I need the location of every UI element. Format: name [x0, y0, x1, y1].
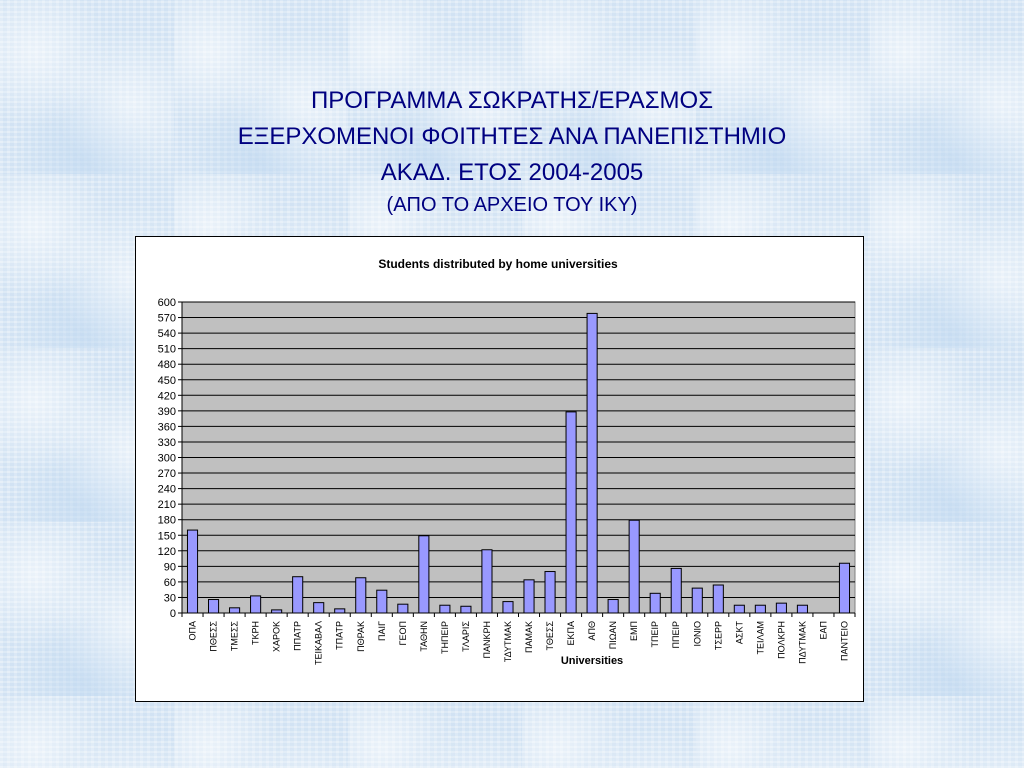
chart-title: Students distributed by home universitie… [378, 257, 618, 271]
y-tick-label: 600 [158, 297, 176, 309]
bar-2 [229, 607, 241, 614]
bar-8 [355, 577, 367, 614]
bar-1 [207, 599, 220, 614]
x-tick-label: ΑΣΚΤ [734, 621, 744, 645]
x-tick-label: ΠΑΜΑΚ [524, 621, 534, 653]
bar-24 [691, 587, 703, 614]
y-tick-label: 150 [158, 530, 176, 542]
title-line-1: ΠΡΟΓΡΑΜΜΑ ΣΩΚΡΑΤΗΣ/ΕΡΑΣΜΟΣ [310, 87, 714, 115]
chart-frame: Students distributed by home universitie… [135, 236, 864, 702]
x-tick-label: ΤΗΠΕΙΡ [440, 621, 450, 654]
bar-11 [418, 535, 430, 614]
x-tick-label: ΠΠΕΙΡ [671, 621, 681, 649]
bar-13 [460, 605, 472, 614]
bar-27 [754, 604, 766, 614]
x-tick-label: ΤΘΕΣΣ [545, 621, 555, 651]
bar-0 [186, 529, 199, 614]
x-tick-label: ΓΕΟΠ [398, 621, 408, 645]
bar-18 [565, 411, 577, 614]
x-tick-label: ΤΕΙΛΑΜ [755, 621, 765, 655]
bar-19 [586, 312, 598, 614]
y-tick-label: 360 [158, 421, 176, 433]
bar-22 [649, 592, 661, 614]
y-tick-label: 120 [158, 546, 176, 558]
x-tick-label: ΕΑΠ [818, 621, 828, 640]
bar-3 [250, 595, 262, 614]
bar-10 [397, 603, 409, 614]
slide-title: ΠΡΟΓΡΑΜΜΑ ΣΩΚΡΑΤΗΣ/ΕΡΑΣΜΟΣ ΕΞΕΡΧΟΜΕΝΟΙ Φ… [0, 83, 1024, 219]
bar-15 [502, 601, 514, 614]
x-axis-ticks: ΟΠΑ ΠΘΕΣΣ ΤΜΕΣΣ ΤΚΡΗ ΧΑΡΟΚ ΠΠΑΤΡ ΤΕΙΚΑΒΑΛ ΤΠΑΤΡ… [181, 613, 856, 665]
bar-14 [481, 549, 493, 614]
x-tick-label: ΤΔΥΤΜΑΚ [503, 621, 513, 662]
grid-lines [182, 301, 855, 598]
x-tick-label: ΠΑΝΚΡΗ [482, 621, 492, 659]
x-tick-label: ΠΘΡΑΚ [356, 621, 366, 652]
y-tick-label: 210 [158, 499, 176, 511]
title-line-4: (ΑΠΟ ΤΟ ΑΡΧΕΙΟ ΤΟΥ ΙΚΥ) [386, 194, 638, 217]
y-tick-label: 90 [164, 561, 176, 573]
y-tick-label: 0 [170, 608, 176, 620]
y-tick-label: 540 [158, 328, 176, 340]
y-tick-label: 570 [158, 313, 176, 325]
y-tick-label: 240 [158, 484, 176, 496]
title-line-2: ΕΞΕΡΧΟΜΕΝΟΙ ΦΟΙΤΗΤΕΣ ΑΝΑ ΠΑΝΕΠΙΣΤΗΜΙΟ [237, 123, 787, 151]
title-line-3: ΑΚΑΔ. ΕΤΟΣ 2004-2005 [380, 159, 644, 187]
y-tick-label: 510 [158, 344, 176, 356]
y-tick-label: 450 [158, 375, 176, 387]
x-tick-label: ΕΜΠ [629, 621, 639, 641]
y-tick-label: 330 [158, 437, 176, 449]
bar-6 [313, 602, 325, 614]
x-tick-label: ΟΠΑ [188, 621, 198, 641]
bar-17 [544, 571, 556, 614]
bar-9 [376, 589, 388, 614]
x-tick-label: ΧΑΡΟΚ [272, 621, 282, 652]
bar-12 [439, 604, 451, 614]
x-axis-label: Universities [561, 655, 623, 667]
x-tick-label: ΠΟΛΚΡΗ [776, 621, 786, 659]
x-tick-label: ΤΣΕΡΡ [713, 621, 723, 650]
bar-16 [523, 579, 535, 614]
bar-5 [292, 576, 304, 614]
y-axis-ticks: 0 30 60 90 120 150 180 210 240 270 300 330 360 390 420… [158, 297, 182, 620]
y-tick-label: 30 [164, 592, 176, 604]
y-tick-label: 180 [158, 515, 176, 527]
y-tick-label: 390 [158, 406, 176, 418]
x-tick-label: ΠΘΕΣΣ [209, 621, 219, 652]
x-tick-label: ΙΟΝΙΟ [692, 621, 702, 647]
y-tick-label: 300 [158, 453, 176, 465]
x-tick-label: ΠΙΩΑΝ [608, 621, 618, 649]
bar-7 [334, 608, 346, 614]
bar-31 [838, 562, 851, 614]
bar-29 [796, 604, 808, 614]
x-tick-label: ΠΑΝΤΕΙΟ [839, 621, 849, 661]
bar-26 [733, 604, 745, 614]
y-tick-label: 270 [158, 468, 176, 480]
bars [186, 312, 851, 614]
x-tick-label: ΕΚΠΑ [566, 621, 576, 646]
x-tick-label: ΠΑΙΓ [377, 621, 387, 641]
y-tick-label: 420 [158, 390, 176, 402]
bar-28 [775, 602, 787, 614]
x-tick-label: ΤΑΘΗΝ [419, 621, 429, 652]
x-tick-label: ΤΚΡΗ [251, 621, 261, 645]
x-tick-label: ΤΠΑΤΡ [335, 621, 345, 650]
x-tick-label: ΠΠΑΤΡ [293, 621, 303, 651]
bar-21 [628, 519, 640, 614]
y-tick-label: 480 [158, 359, 176, 371]
x-tick-label: ΤΕΙΚΑΒΑΛ [314, 621, 324, 665]
bar-20 [607, 599, 619, 614]
x-tick-label: ΑΠΘ [587, 621, 597, 641]
bar-chart: Students distributed by home universitie… [158, 257, 856, 667]
bar-25 [712, 584, 724, 614]
bar-23 [670, 567, 682, 614]
x-tick-label: ΠΔΥΤΜΑΚ [797, 621, 807, 664]
x-tick-label: ΤΛΑΡΙΣ [461, 621, 471, 652]
x-tick-label: ΤΜΕΣΣ [230, 621, 240, 652]
y-tick-label: 60 [164, 577, 176, 589]
x-tick-label: ΤΠΕΙΡ [650, 621, 660, 648]
